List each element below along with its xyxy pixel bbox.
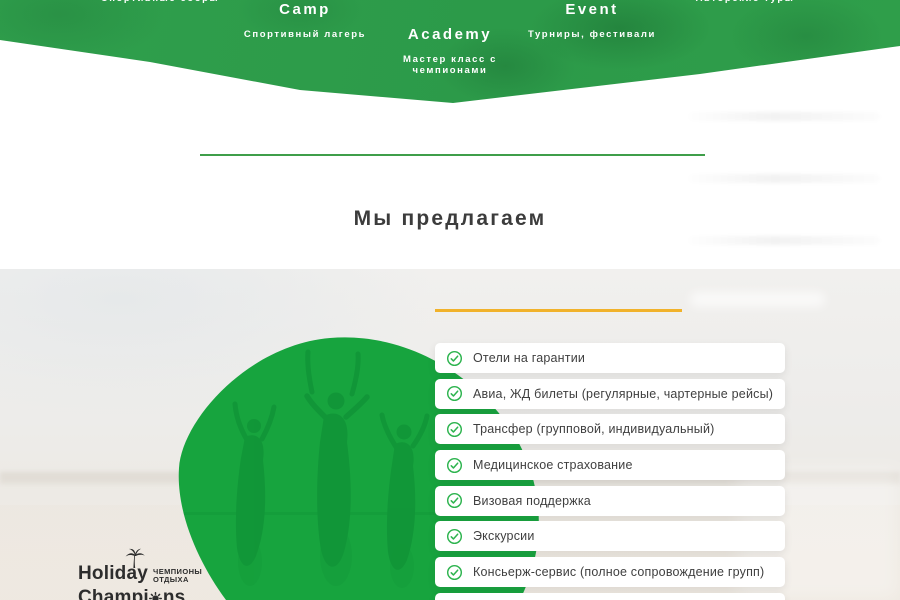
offer-card-label: Консьерж-сервис (полное сопровождение гр… (473, 565, 765, 580)
sun-icon (149, 591, 163, 600)
nav-item-subtitle: Спортивные сборы (101, 0, 220, 4)
nav-item-subtitle: Спортивный лагерь (243, 29, 367, 40)
check-circle-icon (446, 528, 463, 544)
palm-tree-icon (125, 548, 145, 568)
nav-item-subtitle: Турниры, фестивали (528, 29, 656, 40)
nav-item-camp[interactable]: Camp Спортивный лагерь (244, 1, 366, 40)
faint-stripe (688, 236, 880, 245)
nav-item-academy[interactable]: Academy Мастер класс с чемпионами (380, 26, 520, 76)
check-circle-icon (446, 457, 463, 473)
offer-card-label: Медицинское страхование (473, 458, 633, 473)
nav-item-event[interactable]: Event Турниры, фестивали (528, 1, 656, 40)
check-circle-icon (446, 421, 463, 437)
check-circle-icon (446, 564, 463, 580)
offer-card: Экскурсии (435, 521, 785, 552)
nav-item-title: Academy (407, 26, 493, 43)
nav-item-title: Camp (279, 1, 331, 18)
offer-card-partial (435, 592, 785, 600)
offer-section-title: Мы предлагаем (353, 207, 547, 230)
jumping-people-silhouettes (182, 349, 539, 588)
offer-list: Отели на гарантии Авиа, ЖД билеты (регул… (435, 343, 785, 600)
accent-orange-line (435, 309, 682, 312)
check-circle-icon (446, 386, 463, 402)
offer-card-label: Отели на гарантии (473, 351, 586, 365)
faint-stripe (688, 174, 880, 183)
offer-card: Отели на гарантии (435, 343, 785, 373)
check-circle-icon (446, 493, 463, 509)
offer-card-label: Авиа, ЖД билеты (регулярные, чартерные р… (473, 386, 774, 401)
offer-card-label: Экскурсии (473, 529, 535, 544)
light-smudge (690, 292, 825, 307)
logo-tagline-line2: ОТДЫХА (153, 575, 189, 584)
offer-card-label: Визовая поддержка (473, 493, 591, 508)
nav-item-title: Event (565, 1, 619, 18)
nav-item-subtitle: Авторские туры (696, 0, 795, 4)
offer-card: Трансфер (групповой, индивидуальный) (435, 414, 785, 445)
offer-card: Визовая поддержка (435, 485, 785, 516)
logo-word-champions-pre: Champi (78, 587, 149, 600)
logo-tagline: ЧЕМПИОНЫ ОТДЫХА (153, 568, 202, 584)
faint-stripe (688, 112, 880, 121)
header-banner: Спортивные сборы Camp Спортивный лагерь … (0, 0, 900, 103)
offer-card: Консьерж-сервис (полное сопровождение гр… (435, 557, 785, 588)
nav-item-subtitle: Мастер класс с чемпионами (402, 54, 498, 76)
offer-card: Медицинское страхование (435, 450, 785, 481)
offer-card-label: Трансфер (групповой, индивидуальный) (473, 422, 715, 437)
logo-word-champions-post: ns (162, 587, 186, 600)
nav-item-sport-camps[interactable]: Спортивные сборы (101, 0, 220, 4)
logo-tagline-line1: ЧЕМПИОНЫ (153, 567, 203, 576)
offer-card: Авиа, ЖД билеты (регулярные, чартерные р… (435, 378, 785, 409)
nav-item-author-tours[interactable]: Авторские туры (696, 0, 795, 4)
check-circle-icon (446, 350, 463, 366)
logo-word-holiday: Holiday (78, 563, 149, 584)
section-divider-line (200, 154, 705, 156)
